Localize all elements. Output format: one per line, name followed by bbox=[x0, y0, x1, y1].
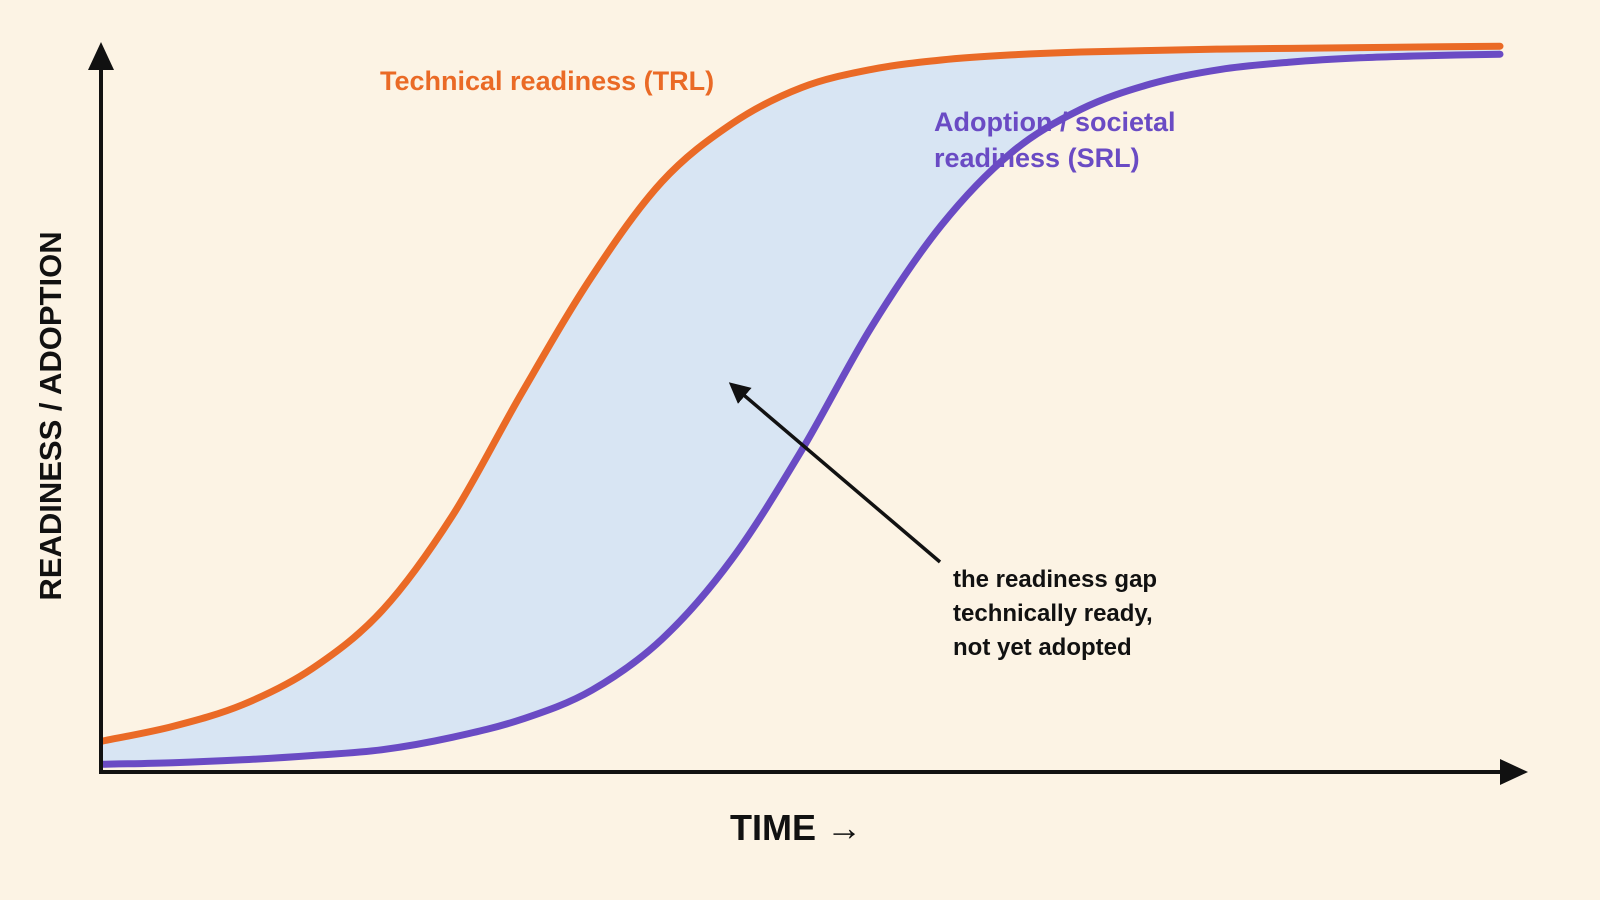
annotation-line: not yet adopted bbox=[953, 634, 1132, 661]
annotation-line: the readiness gap bbox=[953, 566, 1157, 593]
series-label-layer: Technical readiness (TRL) Adoption / soc… bbox=[380, 66, 1176, 173]
series-line-trl bbox=[99, 42, 1504, 745]
x-axis-title: TIME → bbox=[730, 807, 862, 848]
gap-annotation: the readiness gap technically ready, not y… bbox=[728, 382, 1157, 661]
annotation-arrow bbox=[728, 382, 942, 564]
axes bbox=[88, 42, 1528, 785]
y-axis-title: READINESS / ADOPTION bbox=[33, 231, 68, 600]
series-label-trl: Technical readiness (TRL) bbox=[380, 66, 714, 96]
series-label-srl: Adoption / societal readiness (SRL) bbox=[934, 107, 1176, 173]
y-axis-arrowhead bbox=[88, 42, 114, 70]
annotation-text: the readiness gap technically ready, not y… bbox=[953, 566, 1157, 661]
readiness-gap-area bbox=[103, 46, 1500, 765]
x-axis-arrowhead bbox=[1500, 759, 1528, 785]
annotation-line: technically ready, bbox=[953, 600, 1153, 627]
